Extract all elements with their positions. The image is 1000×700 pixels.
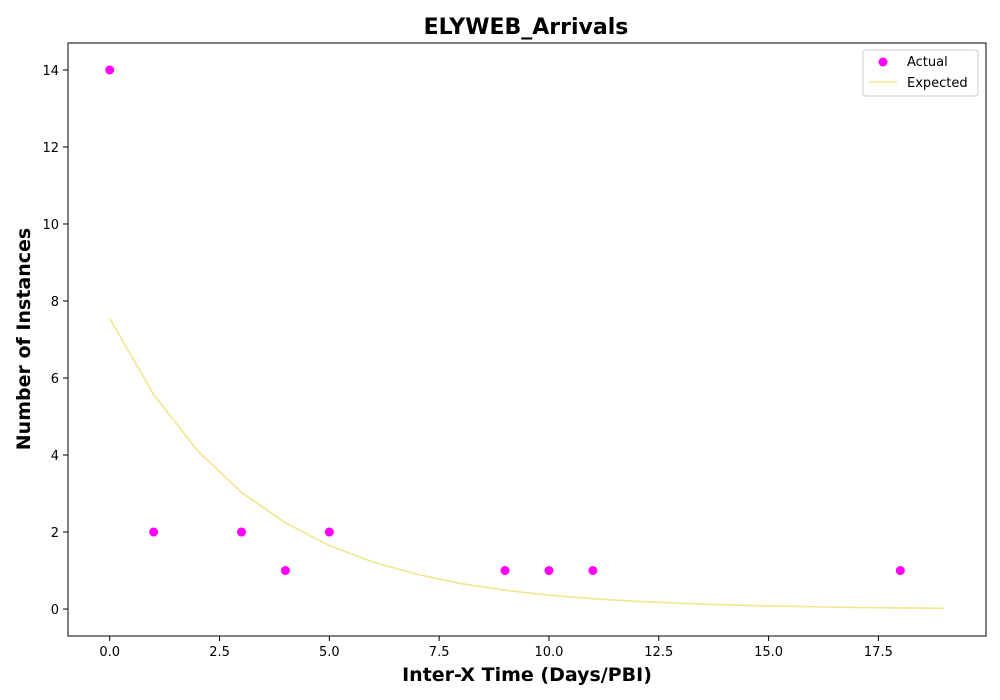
expected-line [109, 317, 945, 610]
y-tick-label: 6 [51, 372, 59, 387]
y-tick-label: 12 [42, 141, 59, 156]
legend-box [862, 49, 979, 97]
actual-point [280, 566, 290, 576]
y-tick-label: 0 [51, 603, 59, 618]
x-tick-label: 5.0 [319, 645, 340, 660]
legend: Actual Expected [862, 49, 979, 97]
x-tick-label: 10.0 [534, 645, 563, 660]
y-tick-label: 2 [51, 526, 59, 541]
plot-area [67, 42, 987, 637]
actual-point [544, 566, 554, 576]
actual-point [149, 527, 159, 537]
actual-series [105, 65, 905, 576]
y-axis: 0 2 4 6 8 10 12 14 [42, 64, 68, 618]
x-tick-label: 12.5 [644, 645, 673, 660]
legend-actual-label: Actual [907, 55, 948, 70]
plot-frame [67, 42, 987, 637]
x-tick-label: 15.0 [754, 645, 783, 660]
actual-point [105, 65, 115, 75]
x-tick-label: 17.5 [864, 645, 893, 660]
x-tick-label: 7.5 [429, 645, 450, 660]
actual-point [500, 566, 510, 576]
actual-point [895, 566, 905, 576]
x-axis-label: Inter-X Time (Days/PBI) [402, 664, 652, 686]
x-axis: 0.0 2.5 5.0 7.5 10.0 12.5 15.0 17.5 [99, 636, 893, 660]
legend-actual-marker [878, 57, 888, 67]
expected-series [109, 317, 945, 610]
x-tick-label: 2.5 [209, 645, 230, 660]
actual-point [588, 566, 598, 576]
y-tick-label: 8 [51, 295, 59, 310]
y-tick-label: 4 [51, 449, 59, 464]
y-axis-label: Number of Instances [13, 228, 35, 450]
actual-point [236, 527, 246, 537]
x-tick-label: 0.0 [99, 645, 120, 660]
y-tick-label: 14 [42, 64, 59, 79]
chart-title: ELYWEB_Arrivals [424, 15, 629, 40]
actual-point [324, 527, 334, 537]
y-tick-label: 10 [42, 218, 59, 233]
legend-expected-label: Expected [907, 76, 968, 91]
